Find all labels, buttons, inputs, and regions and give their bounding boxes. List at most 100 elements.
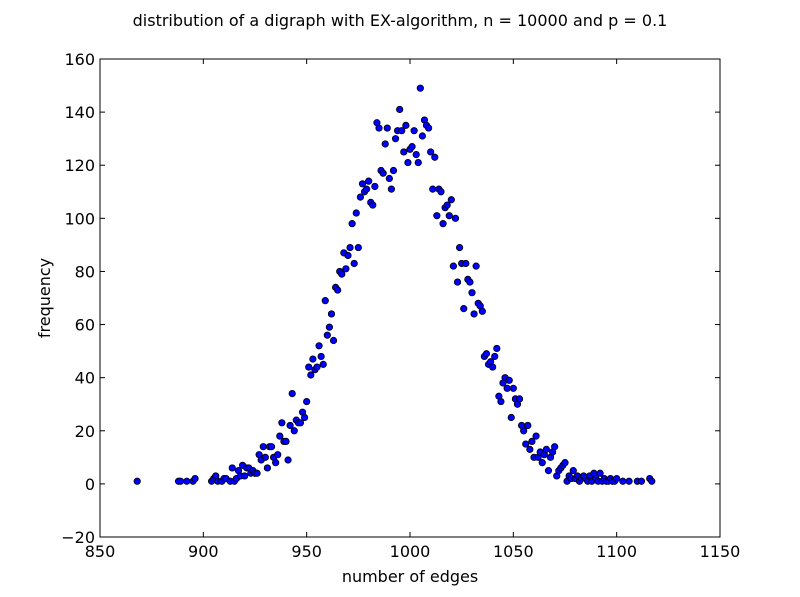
- data-point: [402, 121, 410, 129]
- data-point: [365, 177, 373, 185]
- data-point: [437, 188, 445, 196]
- data-point: [439, 220, 447, 228]
- data-point: [410, 127, 418, 135]
- data-point: [418, 132, 426, 140]
- data-point: [424, 124, 433, 132]
- data-point: [497, 397, 505, 406]
- data-point: [447, 196, 455, 204]
- data-point: [489, 363, 497, 371]
- data-point: [334, 286, 342, 294]
- y-axis-label: frequency: [35, 258, 54, 338]
- data-point: [408, 143, 416, 151]
- data-point: [414, 158, 422, 167]
- data-point: [358, 180, 367, 188]
- data-point: [387, 185, 395, 193]
- data-point: [278, 419, 286, 427]
- data-point: [453, 278, 462, 286]
- data-point: [356, 193, 364, 201]
- data-point: [296, 419, 305, 427]
- data-point: [259, 443, 267, 451]
- data-point: [526, 445, 534, 453]
- data-point: [177, 477, 185, 485]
- data-point: [338, 270, 346, 278]
- data-point: [286, 421, 294, 430]
- y-tick-label: 160: [64, 50, 95, 69]
- data-point: [191, 474, 199, 483]
- y-tick-label: −20: [61, 528, 95, 547]
- plot-frame: [99, 58, 721, 538]
- points-layer: [133, 84, 656, 485]
- data-point: [379, 169, 387, 177]
- y-tick-label: 100: [64, 209, 95, 228]
- data-point: [276, 432, 284, 440]
- data-point: [350, 259, 358, 268]
- data-point: [596, 469, 604, 477]
- data-point: [532, 432, 540, 440]
- data-point: [381, 140, 389, 148]
- data-point: [520, 427, 528, 435]
- x-tick-label: 1100: [596, 542, 637, 561]
- data-point: [524, 421, 532, 430]
- data-point: [342, 265, 350, 273]
- data-point: [315, 342, 323, 350]
- data-point: [429, 185, 437, 193]
- data-point: [274, 451, 282, 459]
- data-point: [625, 477, 633, 485]
- data-point: [348, 220, 356, 228]
- data-point: [443, 201, 451, 209]
- y-tick-label: 120: [64, 156, 95, 175]
- data-point: [472, 262, 480, 270]
- data-point: [319, 360, 327, 368]
- data-point: [284, 456, 292, 464]
- data-point: [327, 310, 336, 318]
- data-point: [362, 185, 371, 193]
- x-tick-label: 1150: [700, 542, 741, 561]
- data-point: [303, 397, 311, 406]
- data-point: [460, 305, 468, 313]
- data-point: [478, 307, 486, 315]
- data-point: [462, 259, 470, 268]
- data-point: [445, 212, 453, 220]
- data-point: [241, 472, 249, 480]
- data-point: [431, 153, 439, 161]
- data-point: [468, 289, 476, 297]
- y-tick-label: 20: [75, 422, 95, 441]
- data-point: [507, 413, 515, 422]
- chart-title: distribution of a digraph with EX-algori…: [133, 11, 668, 30]
- y-tick-label: 60: [75, 316, 95, 335]
- data-point: [637, 477, 646, 485]
- data-point: [569, 467, 577, 475]
- data-point: [323, 331, 331, 339]
- x-axis-label: number of edges: [342, 567, 478, 586]
- data-point: [427, 148, 435, 156]
- data-point: [329, 336, 338, 345]
- data-point: [261, 453, 269, 461]
- data-point: [325, 323, 333, 331]
- data-point: [466, 278, 474, 286]
- data-point: [542, 445, 551, 453]
- data-point: [389, 166, 398, 175]
- data-point: [619, 477, 627, 485]
- data-point: [416, 84, 424, 92]
- data-point: [648, 477, 656, 485]
- data-point: [307, 371, 315, 379]
- x-tick-label: 950: [291, 542, 322, 561]
- data-point: [455, 243, 464, 252]
- data-point: [267, 443, 276, 451]
- data-point: [561, 459, 569, 467]
- data-point: [491, 352, 499, 361]
- data-point: [228, 464, 236, 472]
- data-point: [449, 262, 457, 270]
- data-point: [288, 389, 296, 398]
- data-point: [352, 209, 360, 217]
- x-tick-label: 900: [188, 542, 219, 561]
- data-point: [503, 384, 511, 392]
- data-point: [272, 459, 280, 467]
- data-point: [369, 201, 377, 209]
- data-point: [515, 395, 524, 403]
- data-point: [391, 135, 400, 143]
- data-point: [404, 158, 412, 167]
- data-point: [371, 182, 379, 191]
- data-point: [613, 474, 621, 483]
